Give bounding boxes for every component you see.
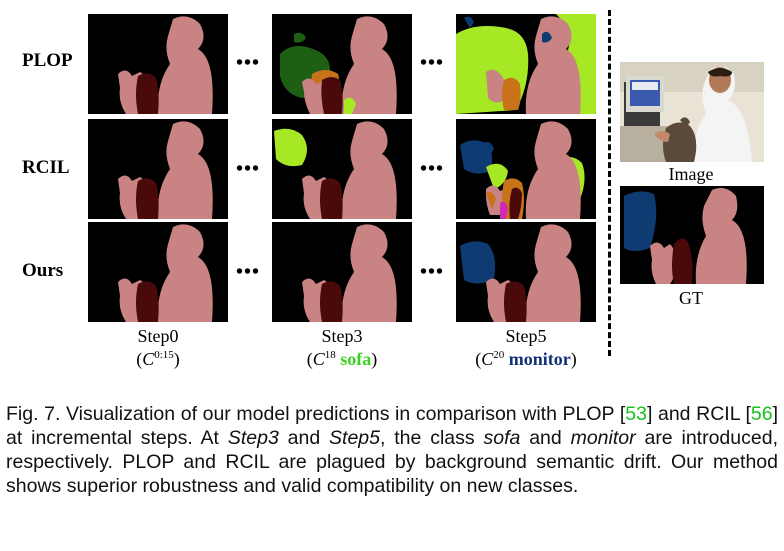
plop-step3-prediction (272, 14, 412, 114)
gt-label: GT (679, 288, 703, 308)
step0-classes: (C0:15) (136, 349, 180, 369)
rcil-step5-prediction (456, 119, 596, 219)
step5-label: Step5 (505, 326, 547, 346)
sofa-class-label: sofa (340, 349, 372, 369)
ref-53-link[interactable]: 53 (625, 403, 647, 425)
ground-truth-mask (620, 186, 764, 284)
step0-label: Step0 (137, 326, 179, 346)
step3-classes: (C18 sofa) (306, 349, 378, 369)
step3-label: Step3 (321, 326, 363, 346)
row-label-plop: PLOP (22, 50, 73, 71)
plop-step0-prediction (88, 14, 228, 114)
ours-step0-prediction (88, 222, 228, 322)
ours-step5-prediction (456, 222, 596, 322)
rcil-step0-prediction (88, 119, 228, 219)
ellipsis-r2-a: ••• (236, 158, 261, 180)
monitor-class-label: monitor (508, 349, 571, 369)
row-label-ours: Ours (22, 260, 64, 281)
image-label: Image (668, 164, 714, 184)
figure-caption: Fig. 7. Visualization of our model predi… (6, 403, 778, 497)
row-label-rcil: RCIL (22, 157, 70, 178)
ellipsis-r2-b: ••• (420, 158, 445, 180)
step5-classes: (C20 monitor) (475, 349, 577, 369)
ellipsis-r1-a: ••• (236, 52, 261, 74)
plop-step5-prediction (456, 14, 596, 114)
ellipsis-r1-b: ••• (420, 52, 445, 74)
ellipsis-r3-a: ••• (236, 261, 261, 283)
ref-56-link[interactable]: 56 (750, 403, 773, 425)
dashed-separator (608, 10, 611, 356)
ours-step3-prediction (272, 222, 412, 322)
input-photo (620, 62, 764, 162)
ellipsis-r3-b: ••• (420, 261, 445, 283)
rcil-step3-prediction (272, 119, 412, 219)
